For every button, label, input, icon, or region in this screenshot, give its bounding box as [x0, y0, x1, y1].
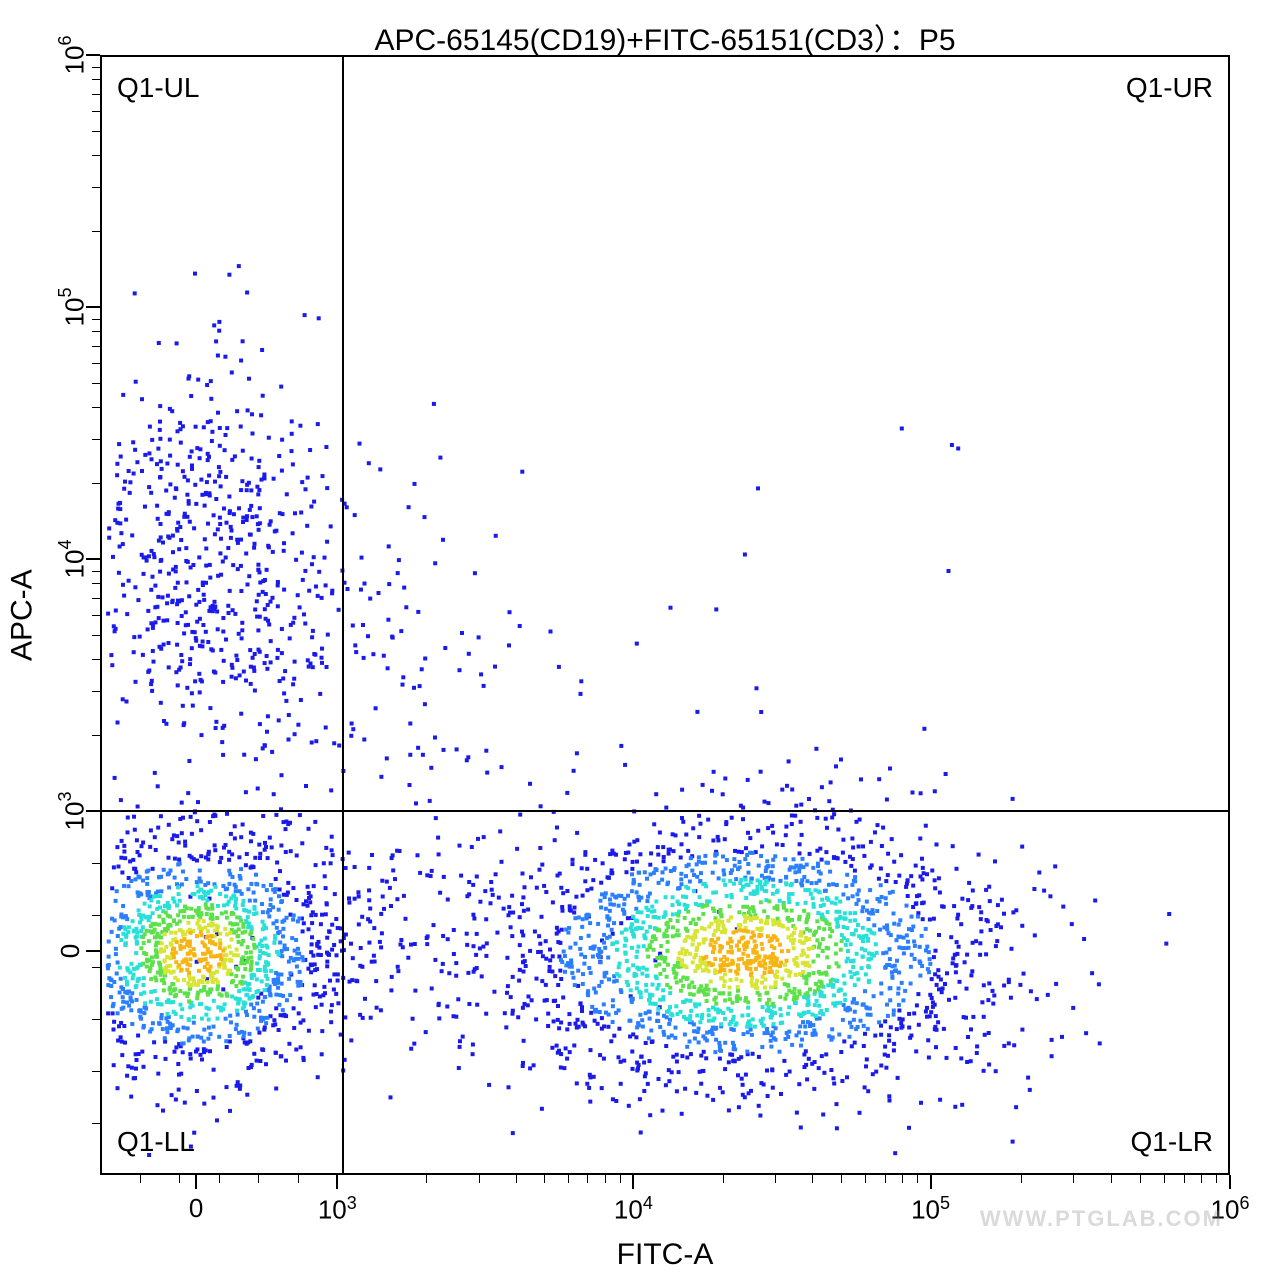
quadrant-label-lr: Q1-LR — [1131, 1126, 1213, 1158]
quadrant-label-ur: Q1-UR — [1126, 72, 1213, 104]
x-axis-label: FITC-A — [100, 1238, 1230, 1272]
flow-cytometry-chart: APC-65145(CD19)+FITC-65151(CD3）：P5 FITC-… — [0, 0, 1268, 1287]
quadrant-label-ll: Q1-LL — [117, 1126, 195, 1158]
y-axis-label: APC-A — [5, 55, 40, 1175]
chart-title: APC-65145(CD19)+FITC-65151(CD3）：P5 — [100, 15, 1230, 59]
plot-area: Q1-UL Q1-UR Q1-LL Q1-LR — [100, 55, 1230, 1175]
quadrant-divider-vertical — [342, 57, 344, 1173]
quadrant-label-ul: Q1-UL — [117, 72, 199, 104]
watermark: WWW.PTGLAB.COM — [980, 1206, 1223, 1232]
scatter-plot — [102, 57, 1232, 1177]
quadrant-divider-horizontal — [102, 810, 1228, 812]
